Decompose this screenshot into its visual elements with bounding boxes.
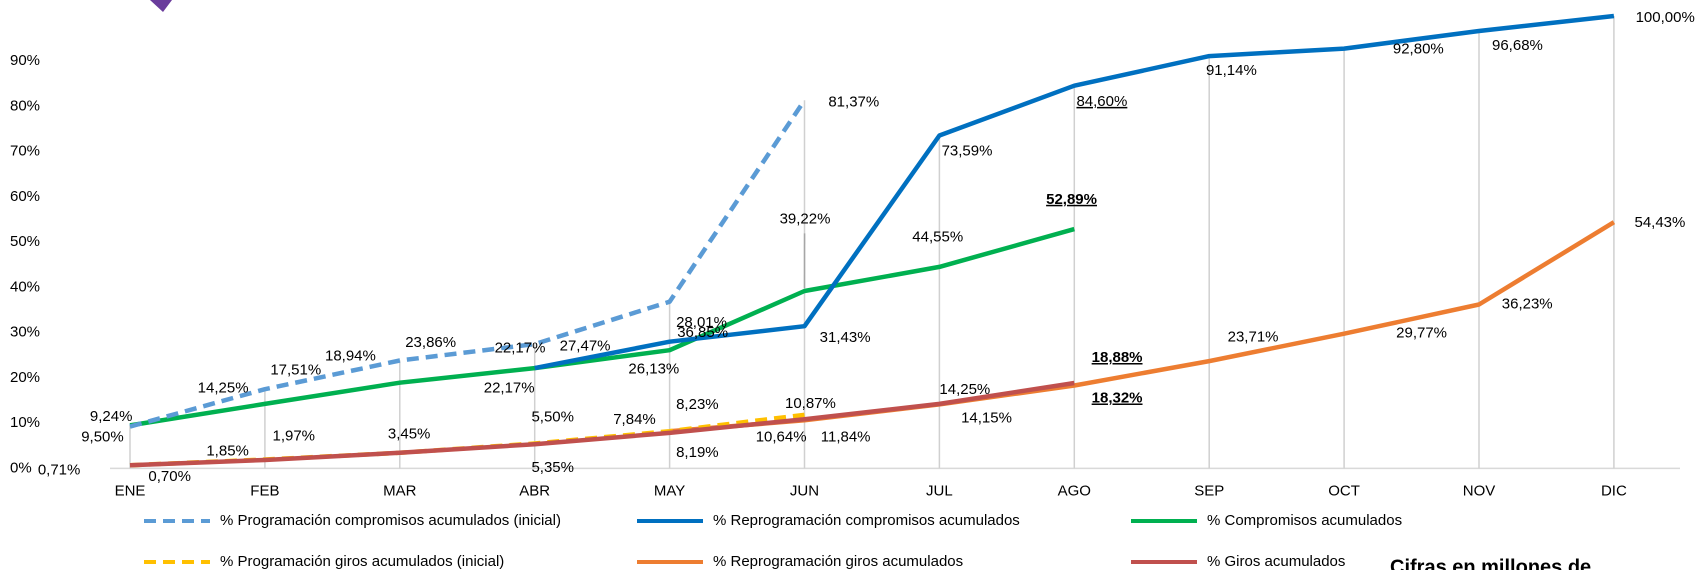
data-label: 26,13% [628, 361, 679, 378]
data-label: 9,24% [90, 408, 133, 425]
legend-label: % Giros acumulados [1207, 553, 1345, 570]
data-label: 22,17% [484, 380, 535, 397]
x-tick-label: MAY [654, 482, 685, 499]
y-tick-label: 50% [10, 233, 40, 250]
series-line [129, 226, 1075, 428]
data-label: 9,50% [81, 428, 124, 445]
data-label: 100,00% [1636, 9, 1695, 26]
data-label: 0,70% [148, 468, 191, 485]
data-label: 91,14% [1206, 62, 1257, 79]
series-line [129, 380, 1075, 468]
legend-label: % Compromisos acumulados [1207, 512, 1402, 529]
data-label: 36,23% [1502, 295, 1553, 312]
data-label: 52,89% [1046, 191, 1097, 208]
data-label: 31,43% [820, 329, 871, 346]
legend-label: % Reprogramación giros acumulados [713, 553, 963, 570]
y-tick-label: 30% [10, 324, 40, 341]
data-label: 36,85% [677, 324, 728, 341]
x-tick-label: JUL [926, 482, 953, 499]
data-label: 14,15% [961, 409, 1012, 426]
data-label: 17,51% [270, 362, 321, 379]
x-tick-label: JUN [790, 482, 819, 499]
data-label: 27,47% [560, 337, 611, 354]
data-label: 44,55% [912, 229, 963, 246]
y-tick-label: 10% [10, 414, 40, 431]
y-tick-label: 0% [10, 459, 32, 476]
data-label: 10,64% [756, 429, 807, 446]
data-label: 11,84% [821, 429, 871, 446]
y-tick-label: 80% [10, 97, 40, 114]
data-label: 18,88% [1092, 349, 1143, 366]
legend-label: % Programación compromisos acumulados (i… [220, 512, 561, 529]
data-label: 7,84% [613, 411, 656, 428]
y-tick-label: 60% [10, 188, 40, 205]
data-label: 92,80% [1393, 41, 1444, 58]
data-label: 54,43% [1634, 214, 1685, 231]
legend-label: % Programación giros acumulados (inicial… [220, 553, 504, 570]
series-line [534, 13, 1615, 371]
data-label: 8,19% [676, 444, 719, 461]
note: Cifras en millones de [1390, 556, 1591, 570]
data-label: 29,77% [1396, 325, 1447, 342]
data-label: 1,97% [272, 428, 315, 445]
data-label: 10,87% [785, 395, 836, 412]
x-tick-label: AGO [1058, 482, 1091, 499]
y-tick-label: 90% [10, 52, 40, 69]
y-tick-label: 40% [10, 278, 40, 295]
data-label: 81,37% [828, 93, 879, 110]
y-tick-label: 20% [10, 369, 40, 386]
data-label: 23,71% [1228, 328, 1279, 345]
series-line [129, 99, 807, 429]
data-label: 5,50% [531, 408, 574, 425]
data-label: 73,59% [942, 143, 993, 160]
logo-fragment [150, 0, 172, 12]
data-label: 0,71% [38, 462, 81, 479]
data-label: 8,23% [676, 396, 719, 413]
data-label: 18,94% [325, 348, 376, 365]
data-label: 96,68% [1492, 37, 1543, 54]
data-label: 28,01% [676, 314, 727, 331]
data-label: 23,86% [405, 334, 456, 351]
x-tick-label: SEP [1194, 482, 1224, 499]
x-tick-label: MAR [383, 482, 417, 499]
data-label: 14,25% [939, 381, 990, 398]
data-label: 18,32% [1092, 389, 1143, 406]
x-tick-label: OCT [1328, 482, 1360, 499]
data-label: 22,17% [495, 340, 546, 357]
x-tick-label: ABR [519, 482, 550, 499]
x-tick-label: DIC [1601, 482, 1627, 499]
x-tick-label: FEB [250, 482, 279, 499]
data-label: 3,45% [388, 425, 431, 442]
x-tick-label: NOV [1463, 482, 1496, 499]
data-label: 5,35% [531, 459, 574, 476]
data-label: 39,22% [780, 210, 831, 227]
data-label: 1,85% [206, 442, 249, 459]
data-label: 84,60% [1076, 93, 1127, 110]
y-tick-label: 70% [10, 143, 40, 160]
legend-label: % Reprogramación compromisos acumulados [713, 512, 1020, 529]
x-tick-label: ENE [115, 482, 146, 499]
data-label: 14,25% [198, 380, 249, 397]
